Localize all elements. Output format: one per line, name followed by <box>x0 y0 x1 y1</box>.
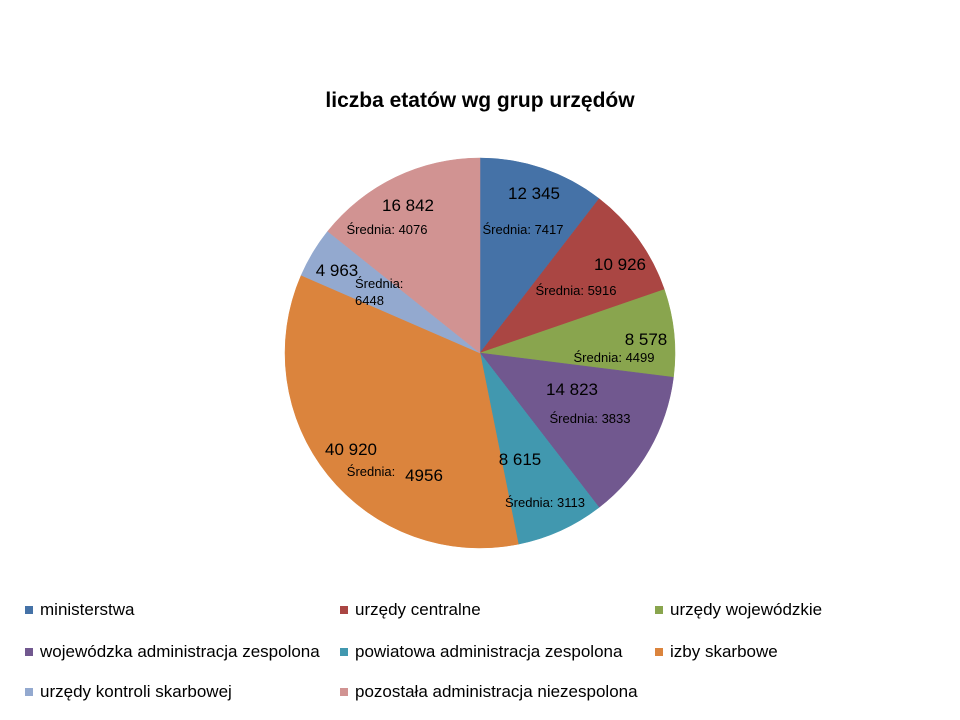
pie-slice-urzedy-centralne <box>479 198 665 354</box>
legend-item: pozostała administracja niezespolona <box>340 682 638 702</box>
average-value: 5916 <box>588 283 617 298</box>
average-prefix: Średnia: <box>536 283 584 298</box>
legend-label: ministerstwa <box>40 600 135 619</box>
pie-slice-ministerstwa <box>479 157 600 354</box>
pie-slice-pozostala-administracja-niezespolona <box>327 157 481 354</box>
legend-item: urzędy wojewódzkie <box>655 600 822 620</box>
legend-item: wojewódzka administracja zespolona <box>25 642 320 662</box>
average-value-urzedy-kontroli-skarbowej: 6448 <box>355 293 384 308</box>
legend-label: wojewódzka administracja zespolona <box>40 642 320 661</box>
legend-item: powiatowa administracja zespolona <box>340 642 622 662</box>
average-prefix: Średnia: <box>550 411 598 426</box>
value-label-ministerstwa: 12 345 <box>508 184 560 203</box>
legend-item: urzędy centralne <box>340 600 481 620</box>
legend-item: ministerstwa <box>25 600 134 620</box>
value-label-urzedy-wojewodzkie: 8 578 <box>625 330 668 349</box>
average-value: 3833 <box>602 411 631 426</box>
average-prefix: Średnia: <box>347 222 395 237</box>
legend-swatch <box>25 687 33 696</box>
average-prefix-izby-skarbowe: Średnia: <box>347 464 395 479</box>
average-label-urzedy-centralne: Średnia: 5916 <box>536 283 617 298</box>
legend-swatch <box>340 605 348 614</box>
average-prefix: Średnia: <box>574 350 622 365</box>
legend-swatch <box>25 647 33 656</box>
legend-item: izby skarbowe <box>655 642 778 662</box>
data-labels: 12 345 Średnia: 7417 10 926 Średnia: 5916 8 … <box>316 184 668 510</box>
pie-slices <box>284 157 676 549</box>
value-label-pozostala-administracja-niezespolona: 16 842 <box>382 196 434 215</box>
average-prefix-urzedy-kontroli-skarbowej: Średnia: <box>355 276 403 291</box>
value-label-izby-skarbowe: 40 920 <box>325 440 377 459</box>
average-value: 4076 <box>399 222 428 237</box>
average-value-izby-skarbowe: 4956 <box>405 466 443 485</box>
average-label-pozostala-administracja-niezespolona: Średnia: 4076 <box>347 222 428 237</box>
pie-slice-wojewodzka-administracja-zespolona <box>479 352 674 508</box>
value-label-urzedy-centralne: 10 926 <box>594 255 646 274</box>
legend-label: pozostała administracja niezespolona <box>355 682 638 701</box>
legend-swatch <box>25 605 33 614</box>
average-label-ministerstwa: Średnia: 7417 <box>483 222 564 237</box>
average-prefix: Średnia: <box>505 495 553 510</box>
legend-label: urzędy centralne <box>355 600 481 619</box>
pie-slice-izby-skarbowe <box>284 274 519 549</box>
value-label-powiatowa-administracja-zespolona: 8 615 <box>499 450 542 469</box>
legend-label: urzędy wojewódzkie <box>670 600 823 619</box>
chart-title: liczba etatów wg grup urzędów <box>325 89 635 112</box>
average-value: 3113 <box>557 495 585 510</box>
average-label-powiatowa-administracja-zespolona: Średnia: 3113 <box>505 495 585 510</box>
pie-chart: liczba etatów wg grup urzędów 12 345 Śred… <box>284 89 676 549</box>
legend-swatch <box>340 647 348 656</box>
value-label-wojewodzka-administracja-zespolona: 14 823 <box>546 380 598 399</box>
average-label-wojewodzka-administracja-zespolona: Średnia: 3833 <box>550 411 631 426</box>
legend-label: urzędy kontroli skarbowej <box>40 682 232 701</box>
legend-swatch <box>340 687 348 696</box>
legend-item: urzędy kontroli skarbowej <box>25 682 232 702</box>
legend-label: izby skarbowe <box>670 642 778 661</box>
legend-swatch <box>655 647 663 656</box>
value-label-urzedy-kontroli-skarbowej: 4 963 <box>316 261 359 280</box>
average-value: 7417 <box>535 222 564 237</box>
legend-swatch <box>655 605 663 614</box>
average-value: 4499 <box>626 350 655 365</box>
legend-label: powiatowa administracja zespolona <box>355 642 623 661</box>
average-label-urzedy-wojewodzkie: Średnia: 4499 <box>574 350 655 365</box>
average-prefix: Średnia: <box>483 222 531 237</box>
